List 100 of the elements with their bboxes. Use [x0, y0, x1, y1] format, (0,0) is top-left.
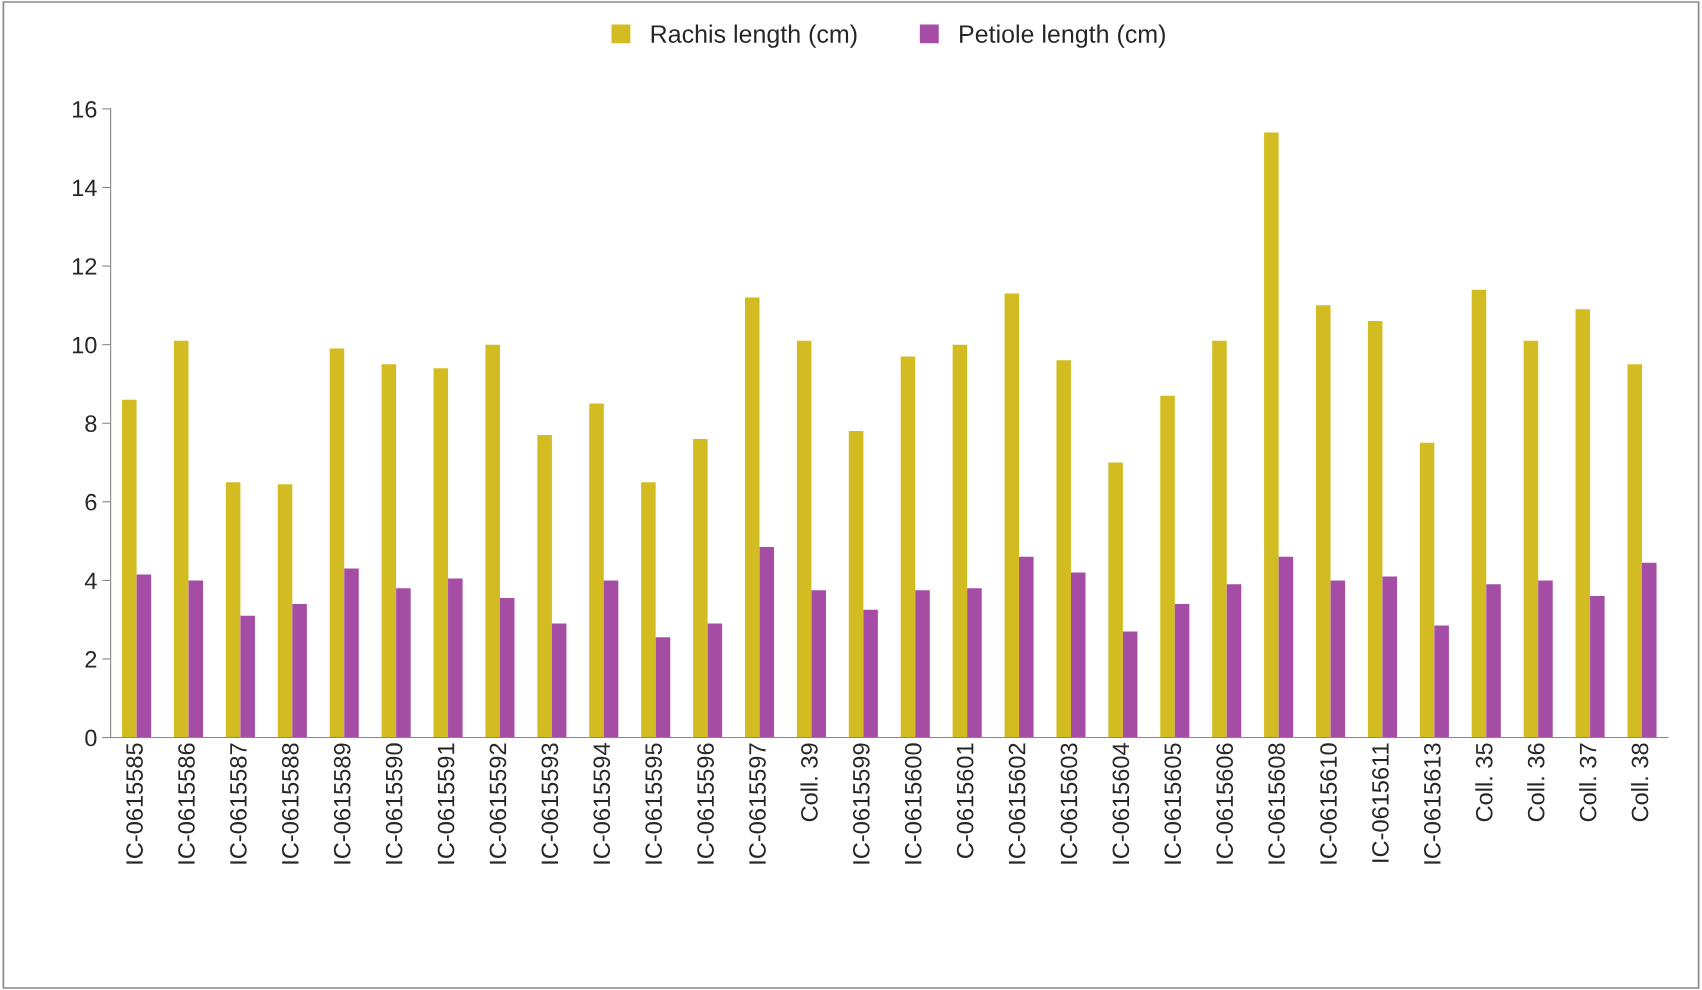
bar	[136, 574, 152, 738]
bar	[122, 399, 137, 738]
bar	[240, 615, 255, 738]
x-tick-label: IC-0615605	[1164, 743, 1182, 864]
x-tick-label: IC-0615588	[281, 743, 299, 864]
bar	[744, 297, 760, 738]
x-tick-label: Coll. 35	[1475, 743, 1493, 822]
x-tick-label: C-0615601	[956, 743, 974, 859]
x-tick-label: IC-0615610	[1320, 743, 1337, 864]
bar	[900, 356, 916, 738]
bar	[499, 598, 515, 738]
bar	[915, 590, 930, 738]
x-tick-label: IC-0615613	[1423, 743, 1441, 864]
bar	[551, 623, 567, 738]
bar	[693, 438, 708, 738]
bar	[1642, 562, 1657, 738]
bar	[848, 431, 864, 738]
bar	[1160, 395, 1175, 738]
y-tick-label: 2	[85, 651, 97, 668]
bar	[952, 344, 968, 738]
x-tick-label: IC-0615603	[1060, 743, 1078, 864]
bar	[173, 340, 189, 738]
bar	[1019, 556, 1034, 738]
legend-label: Petiole length (cm)	[960, 24, 1165, 48]
bar	[1330, 580, 1346, 738]
bar	[1316, 305, 1331, 738]
bar	[1122, 631, 1138, 738]
legend-label: Rachis length (cm)	[651, 24, 857, 48]
bar	[1004, 293, 1020, 738]
y-tick-label: 4	[84, 572, 97, 589]
bar	[641, 482, 656, 738]
x-tick-label: IC-0615597	[749, 743, 766, 864]
bar	[448, 578, 463, 738]
y-tick-label: 6	[85, 493, 97, 511]
bar	[537, 435, 552, 738]
bar	[1226, 584, 1242, 738]
x-tick-label: Coll. 39	[800, 743, 818, 822]
bar	[329, 348, 345, 738]
y-tick-label: 0	[85, 729, 97, 747]
x-tick-label: IC-0615589	[333, 743, 351, 864]
x-tick-label: IC-0615608	[1268, 743, 1285, 864]
bar	[433, 368, 449, 738]
bar	[759, 546, 775, 738]
bar	[1471, 289, 1487, 738]
x-tick-label: Coll. 36	[1527, 743, 1545, 822]
y-tick-label: 14	[72, 179, 97, 197]
y-tick-label: 8	[85, 415, 97, 433]
bar	[1434, 625, 1449, 738]
bar	[1070, 572, 1086, 738]
bar	[1590, 596, 1605, 738]
y-tick-label: 12	[72, 258, 97, 275]
bar	[863, 609, 878, 738]
x-tick-label: Coll. 38	[1631, 743, 1649, 822]
bar	[1108, 462, 1123, 738]
x-tick-label: IC-0615585	[126, 743, 143, 864]
x-tick-label: IC-0615602	[1008, 743, 1026, 864]
bar	[1264, 132, 1279, 738]
bar	[811, 590, 826, 738]
bar	[1382, 576, 1397, 738]
bar	[967, 588, 982, 738]
x-tick-label: IC-0615590	[385, 743, 403, 864]
bar	[1367, 321, 1383, 738]
x-tick-label: IC-0615593	[541, 743, 559, 864]
x-tick-label: IC-0615586	[178, 743, 195, 864]
bar	[1212, 340, 1227, 738]
bar	[1627, 364, 1642, 738]
y-tick-label: 10	[72, 336, 97, 354]
bar	[225, 482, 241, 738]
bar	[1575, 309, 1591, 738]
bar	[1056, 360, 1071, 738]
bar	[344, 568, 359, 738]
x-tick-label: IC-0615592	[489, 743, 507, 864]
bar	[1538, 580, 1553, 738]
bar	[188, 580, 204, 738]
x-tick-label: Coll. 37	[1579, 743, 1597, 822]
bar	[292, 603, 307, 738]
bar	[277, 484, 293, 738]
bar	[1174, 603, 1190, 738]
bar	[396, 588, 411, 738]
bar	[603, 580, 619, 738]
x-tick-label: IC-0615595	[645, 743, 663, 864]
bar	[1278, 556, 1294, 738]
bar	[485, 344, 500, 738]
x-tick-label: IC-0615594	[593, 743, 611, 864]
bar	[381, 364, 397, 738]
x-tick-label: IC-0615606	[1216, 743, 1234, 864]
bar	[655, 637, 671, 738]
x-tick-label: IC-0615596	[697, 743, 714, 864]
x-tick-label: IC-0615587	[230, 743, 247, 864]
y-tick-label: 16	[72, 100, 97, 118]
x-tick-label: IC-0615604	[1112, 743, 1130, 864]
bar	[796, 340, 812, 738]
x-tick-label: IC-0615611	[1372, 743, 1389, 862]
bar	[707, 623, 723, 738]
x-tick-label: IC-0615591	[437, 743, 455, 864]
bar	[1419, 442, 1435, 738]
bar	[1523, 340, 1539, 738]
x-tick-label: IC-0615599	[852, 743, 870, 864]
bar	[589, 403, 604, 738]
bar	[1486, 584, 1501, 738]
